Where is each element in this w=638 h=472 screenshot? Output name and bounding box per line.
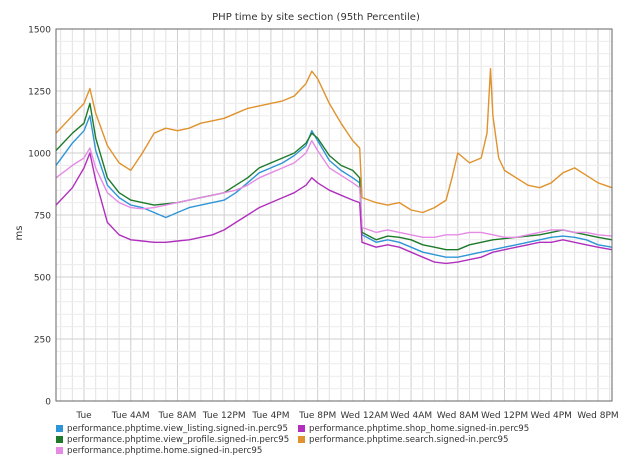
legend-item-shop-home[interactable]: performance.phptime.shop_home.signed-in.… (298, 423, 529, 434)
y-tick-label: 500 (34, 274, 51, 284)
legend-item-home[interactable]: performance.phptime.home.signed-in.perc9… (56, 445, 262, 456)
x-tick-label: Wed 12AM (340, 411, 388, 421)
x-tick-label: Wed 4AM (390, 411, 432, 421)
legend-label: performance.phptime.view_profile.signed-… (67, 434, 290, 445)
legend-label: performance.phptime.view_listing.signed-… (67, 423, 288, 434)
legend-swatch (56, 425, 63, 432)
legend-swatch (56, 436, 63, 443)
legend-swatch (298, 425, 305, 432)
y-tick-label: 0 (45, 398, 51, 408)
series-line-4 (55, 68, 613, 214)
series-line-0 (55, 115, 613, 258)
legend-swatch (56, 447, 63, 454)
grid (56, 28, 612, 402)
series-lines (55, 68, 613, 265)
series-line-2 (55, 139, 613, 238)
chart-title: PHP time by site section (95th Percentil… (212, 12, 420, 23)
legend-label: performance.phptime.home.signed-in.perc9… (67, 445, 263, 456)
x-tick-label: Wed 4PM (531, 411, 572, 421)
y-tick-label: 1500 (28, 26, 51, 36)
x-tick-label: Tue 12PM (202, 411, 246, 421)
x-tick-label: Tue 4AM (111, 411, 150, 421)
x-tick-label: Tue 8AM (158, 411, 197, 421)
legend-label: performance.phptime.search.signed-in.per… (309, 434, 509, 445)
series-line-3 (55, 152, 613, 265)
legend-item-view-listing[interactable]: performance.phptime.view_listing.signed-… (56, 423, 288, 434)
y-tick-label: 250 (34, 336, 51, 346)
plot-frame (55, 28, 613, 402)
y-tick-label: 750 (34, 212, 51, 222)
legend-item-view-profile[interactable]: performance.phptime.view_profile.signed-… (56, 434, 289, 445)
y-axis-label: ms (14, 226, 25, 241)
y-tick-label: 1000 (28, 150, 51, 160)
legend-label: performance.phptime.shop_home.signed-in.… (309, 423, 530, 434)
legend-swatch (298, 436, 305, 443)
x-tick-label: Tue 8PM (298, 411, 336, 421)
y-tick-label: 1250 (28, 88, 51, 98)
x-tick-label: Wed 8AM (437, 411, 479, 421)
legend-item-search[interactable]: performance.phptime.search.signed-in.per… (298, 434, 508, 445)
x-axis-ticks: Tue Tue 4AM Tue 8AM Tue 12PM Tue 4PM Tue 8PM W… (75, 411, 618, 421)
x-tick-label: Tue 4PM (251, 411, 289, 421)
x-tick-label: Tue (75, 411, 92, 421)
x-tick-label: Wed 8PM (577, 411, 618, 421)
y-axis-ticks: 0 250 500 750 1000 1250 1500 (28, 26, 51, 408)
x-tick-label: Wed 12PM (481, 411, 528, 421)
